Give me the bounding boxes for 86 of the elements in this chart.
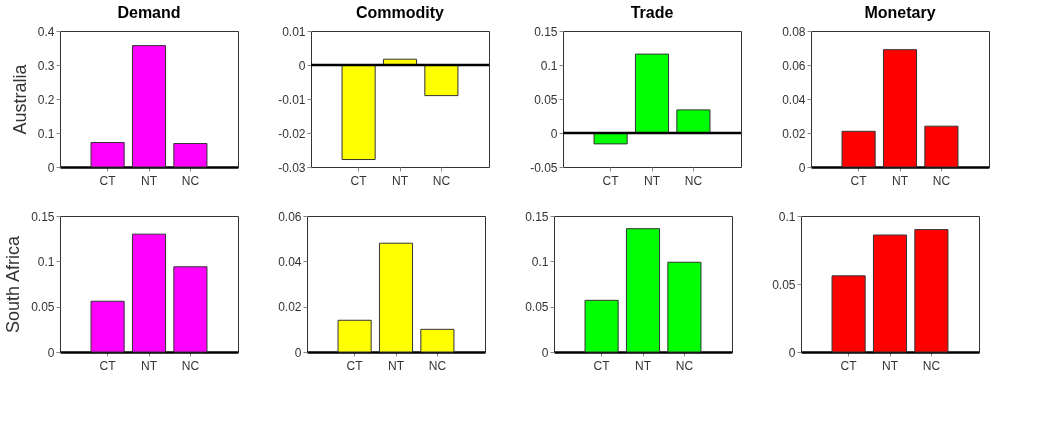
bar bbox=[90, 142, 125, 168]
bar bbox=[831, 275, 866, 353]
y-tick-label: 0.1 bbox=[778, 209, 796, 224]
x-tick-label: NC bbox=[428, 358, 447, 373]
y-tick-label: 0.4 bbox=[37, 24, 55, 39]
x-tick-label: NT bbox=[892, 173, 909, 188]
y-tick-label: -0.03 bbox=[278, 160, 306, 175]
bar bbox=[337, 319, 372, 353]
x-tick-label: NT bbox=[635, 358, 652, 373]
bar bbox=[872, 234, 908, 353]
bar bbox=[584, 299, 619, 353]
bar bbox=[667, 261, 702, 353]
x-tick-label: CT bbox=[840, 358, 858, 373]
y-tick-label: 0 bbox=[47, 345, 55, 360]
y-tick-label: 0.04 bbox=[782, 92, 806, 107]
y-tick-label: 0.1 bbox=[540, 58, 558, 73]
x-tick-label: NC bbox=[181, 358, 200, 373]
x-tick-label: NC bbox=[675, 358, 694, 373]
x-tick-label: NT bbox=[141, 173, 158, 188]
y-tick-label: 0.02 bbox=[278, 300, 302, 315]
bar bbox=[173, 266, 208, 353]
bar bbox=[625, 228, 661, 353]
x-tick-label: CT bbox=[99, 358, 117, 373]
chart-title: Commodity bbox=[356, 4, 445, 21]
x-tick-label: NT bbox=[141, 358, 158, 373]
bar bbox=[882, 49, 918, 168]
bar bbox=[131, 233, 167, 353]
x-tick-label: NT bbox=[644, 173, 661, 188]
y-tick-label: 0.3 bbox=[37, 58, 55, 73]
bar bbox=[924, 125, 959, 168]
y-tick-label: 0 bbox=[541, 345, 549, 360]
y-axis-title: South Africa bbox=[3, 234, 24, 334]
chart-title: Trade bbox=[630, 4, 674, 21]
y-tick-label: 0.1 bbox=[37, 254, 55, 269]
y-tick-label: 0.15 bbox=[31, 209, 55, 224]
y-tick-label: 0.08 bbox=[782, 24, 806, 39]
bar bbox=[593, 132, 628, 145]
x-tick-label: NC bbox=[684, 173, 703, 188]
y-tick-label: 0.2 bbox=[37, 92, 55, 107]
y-tick-label: 0.01 bbox=[282, 24, 306, 39]
x-tick-label: CT bbox=[593, 358, 611, 373]
bar bbox=[173, 143, 208, 168]
x-tick-label: CT bbox=[346, 358, 364, 373]
bar bbox=[676, 109, 711, 134]
x-tick-label: CT bbox=[350, 173, 368, 188]
x-tick-label: NT bbox=[388, 358, 405, 373]
y-tick-label: 0 bbox=[798, 160, 806, 175]
y-tick-label: -0.02 bbox=[278, 126, 306, 141]
x-tick-label: CT bbox=[850, 173, 868, 188]
x-tick-label: NC bbox=[432, 173, 451, 188]
x-tick-label: NT bbox=[392, 173, 409, 188]
bar bbox=[841, 130, 876, 168]
y-tick-label: 0.05 bbox=[525, 300, 549, 315]
y-tick-label: 0.05 bbox=[534, 92, 558, 107]
x-tick-label: NC bbox=[922, 358, 941, 373]
y-tick-label: 0.06 bbox=[278, 209, 302, 224]
bar bbox=[378, 242, 414, 353]
y-tick-label: -0.01 bbox=[278, 92, 306, 107]
y-tick-label: 0.1 bbox=[37, 126, 55, 141]
x-tick-label: CT bbox=[602, 173, 620, 188]
y-tick-label: 0.1 bbox=[531, 254, 549, 269]
y-tick-label: 0.15 bbox=[525, 209, 549, 224]
y-tick-label: 0.15 bbox=[534, 24, 558, 39]
x-tick-label: CT bbox=[99, 173, 117, 188]
x-tick-label: NT bbox=[882, 358, 899, 373]
bar bbox=[90, 300, 125, 353]
y-tick-label: 0.06 bbox=[782, 58, 806, 73]
bar bbox=[131, 45, 167, 168]
x-tick-label: NC bbox=[932, 173, 951, 188]
y-axis-title: Australia bbox=[9, 63, 30, 135]
chart-title: Monetary bbox=[864, 4, 936, 21]
y-tick-label: -0.05 bbox=[530, 160, 558, 175]
y-tick-label: 0 bbox=[294, 345, 302, 360]
y-tick-label: 0 bbox=[788, 345, 796, 360]
y-tick-label: 0.02 bbox=[782, 126, 806, 141]
y-tick-label: 0 bbox=[298, 58, 306, 73]
bar bbox=[420, 328, 455, 353]
x-tick-label: NC bbox=[181, 173, 200, 188]
bar bbox=[634, 53, 670, 134]
y-tick-label: 0.04 bbox=[278, 254, 302, 269]
y-tick-label: 0 bbox=[550, 126, 558, 141]
chart-title: Demand bbox=[117, 4, 181, 21]
y-tick-label: 0.05 bbox=[772, 277, 796, 292]
y-tick-label: 0.05 bbox=[31, 300, 55, 315]
y-tick-label: 0 bbox=[47, 160, 55, 175]
bar bbox=[914, 229, 949, 353]
